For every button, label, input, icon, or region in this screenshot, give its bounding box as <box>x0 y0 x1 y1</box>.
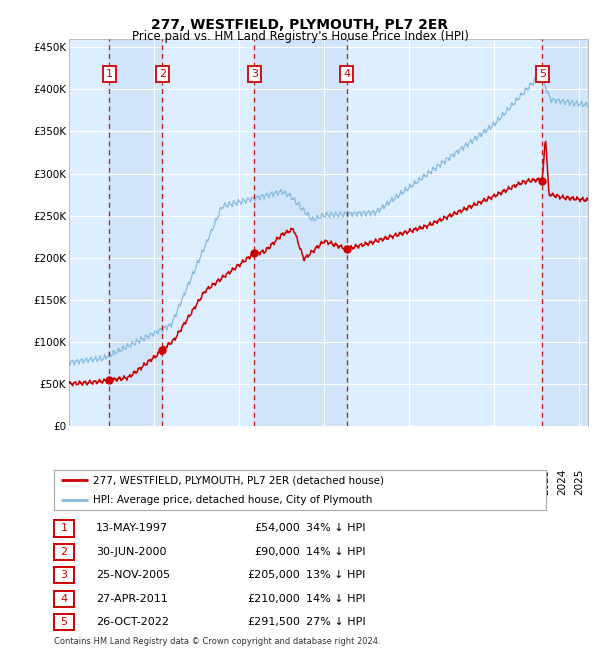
Text: 4: 4 <box>343 69 350 79</box>
Text: 2: 2 <box>61 547 67 557</box>
Text: 5: 5 <box>61 617 67 627</box>
Text: £90,000: £90,000 <box>254 547 300 557</box>
Text: 27% ↓ HPI: 27% ↓ HPI <box>306 617 365 627</box>
Bar <box>254 39 347 426</box>
Text: £54,000: £54,000 <box>254 523 300 534</box>
Text: 14% ↓ HPI: 14% ↓ HPI <box>306 547 365 557</box>
Text: 4: 4 <box>61 593 67 604</box>
Text: 3: 3 <box>61 570 67 580</box>
Text: 13-MAY-1997: 13-MAY-1997 <box>96 523 168 534</box>
Text: 25-NOV-2005: 25-NOV-2005 <box>96 570 170 580</box>
Text: HPI: Average price, detached house, City of Plymouth: HPI: Average price, detached house, City… <box>94 495 373 505</box>
Text: Price paid vs. HM Land Registry's House Price Index (HPI): Price paid vs. HM Land Registry's House … <box>131 30 469 43</box>
Text: 3: 3 <box>251 69 258 79</box>
Bar <box>542 39 588 426</box>
Text: 34% ↓ HPI: 34% ↓ HPI <box>306 523 365 534</box>
Bar <box>109 39 163 426</box>
Text: 27-APR-2011: 27-APR-2011 <box>96 593 168 604</box>
Text: 30-JUN-2000: 30-JUN-2000 <box>96 547 167 557</box>
Text: Contains HM Land Registry data © Crown copyright and database right 2024.: Contains HM Land Registry data © Crown c… <box>54 637 380 646</box>
Text: 13% ↓ HPI: 13% ↓ HPI <box>306 570 365 580</box>
Text: 2: 2 <box>159 69 166 79</box>
Text: 277, WESTFIELD, PLYMOUTH, PL7 2ER: 277, WESTFIELD, PLYMOUTH, PL7 2ER <box>151 18 449 32</box>
Text: 1: 1 <box>61 523 67 534</box>
Text: 14% ↓ HPI: 14% ↓ HPI <box>306 593 365 604</box>
Text: 5: 5 <box>539 69 546 79</box>
Text: £210,000: £210,000 <box>247 593 300 604</box>
Text: 277, WESTFIELD, PLYMOUTH, PL7 2ER (detached house): 277, WESTFIELD, PLYMOUTH, PL7 2ER (detac… <box>94 475 385 485</box>
Text: £291,500: £291,500 <box>247 617 300 627</box>
Text: 26-OCT-2022: 26-OCT-2022 <box>96 617 169 627</box>
Text: 1: 1 <box>106 69 113 79</box>
Text: £205,000: £205,000 <box>247 570 300 580</box>
